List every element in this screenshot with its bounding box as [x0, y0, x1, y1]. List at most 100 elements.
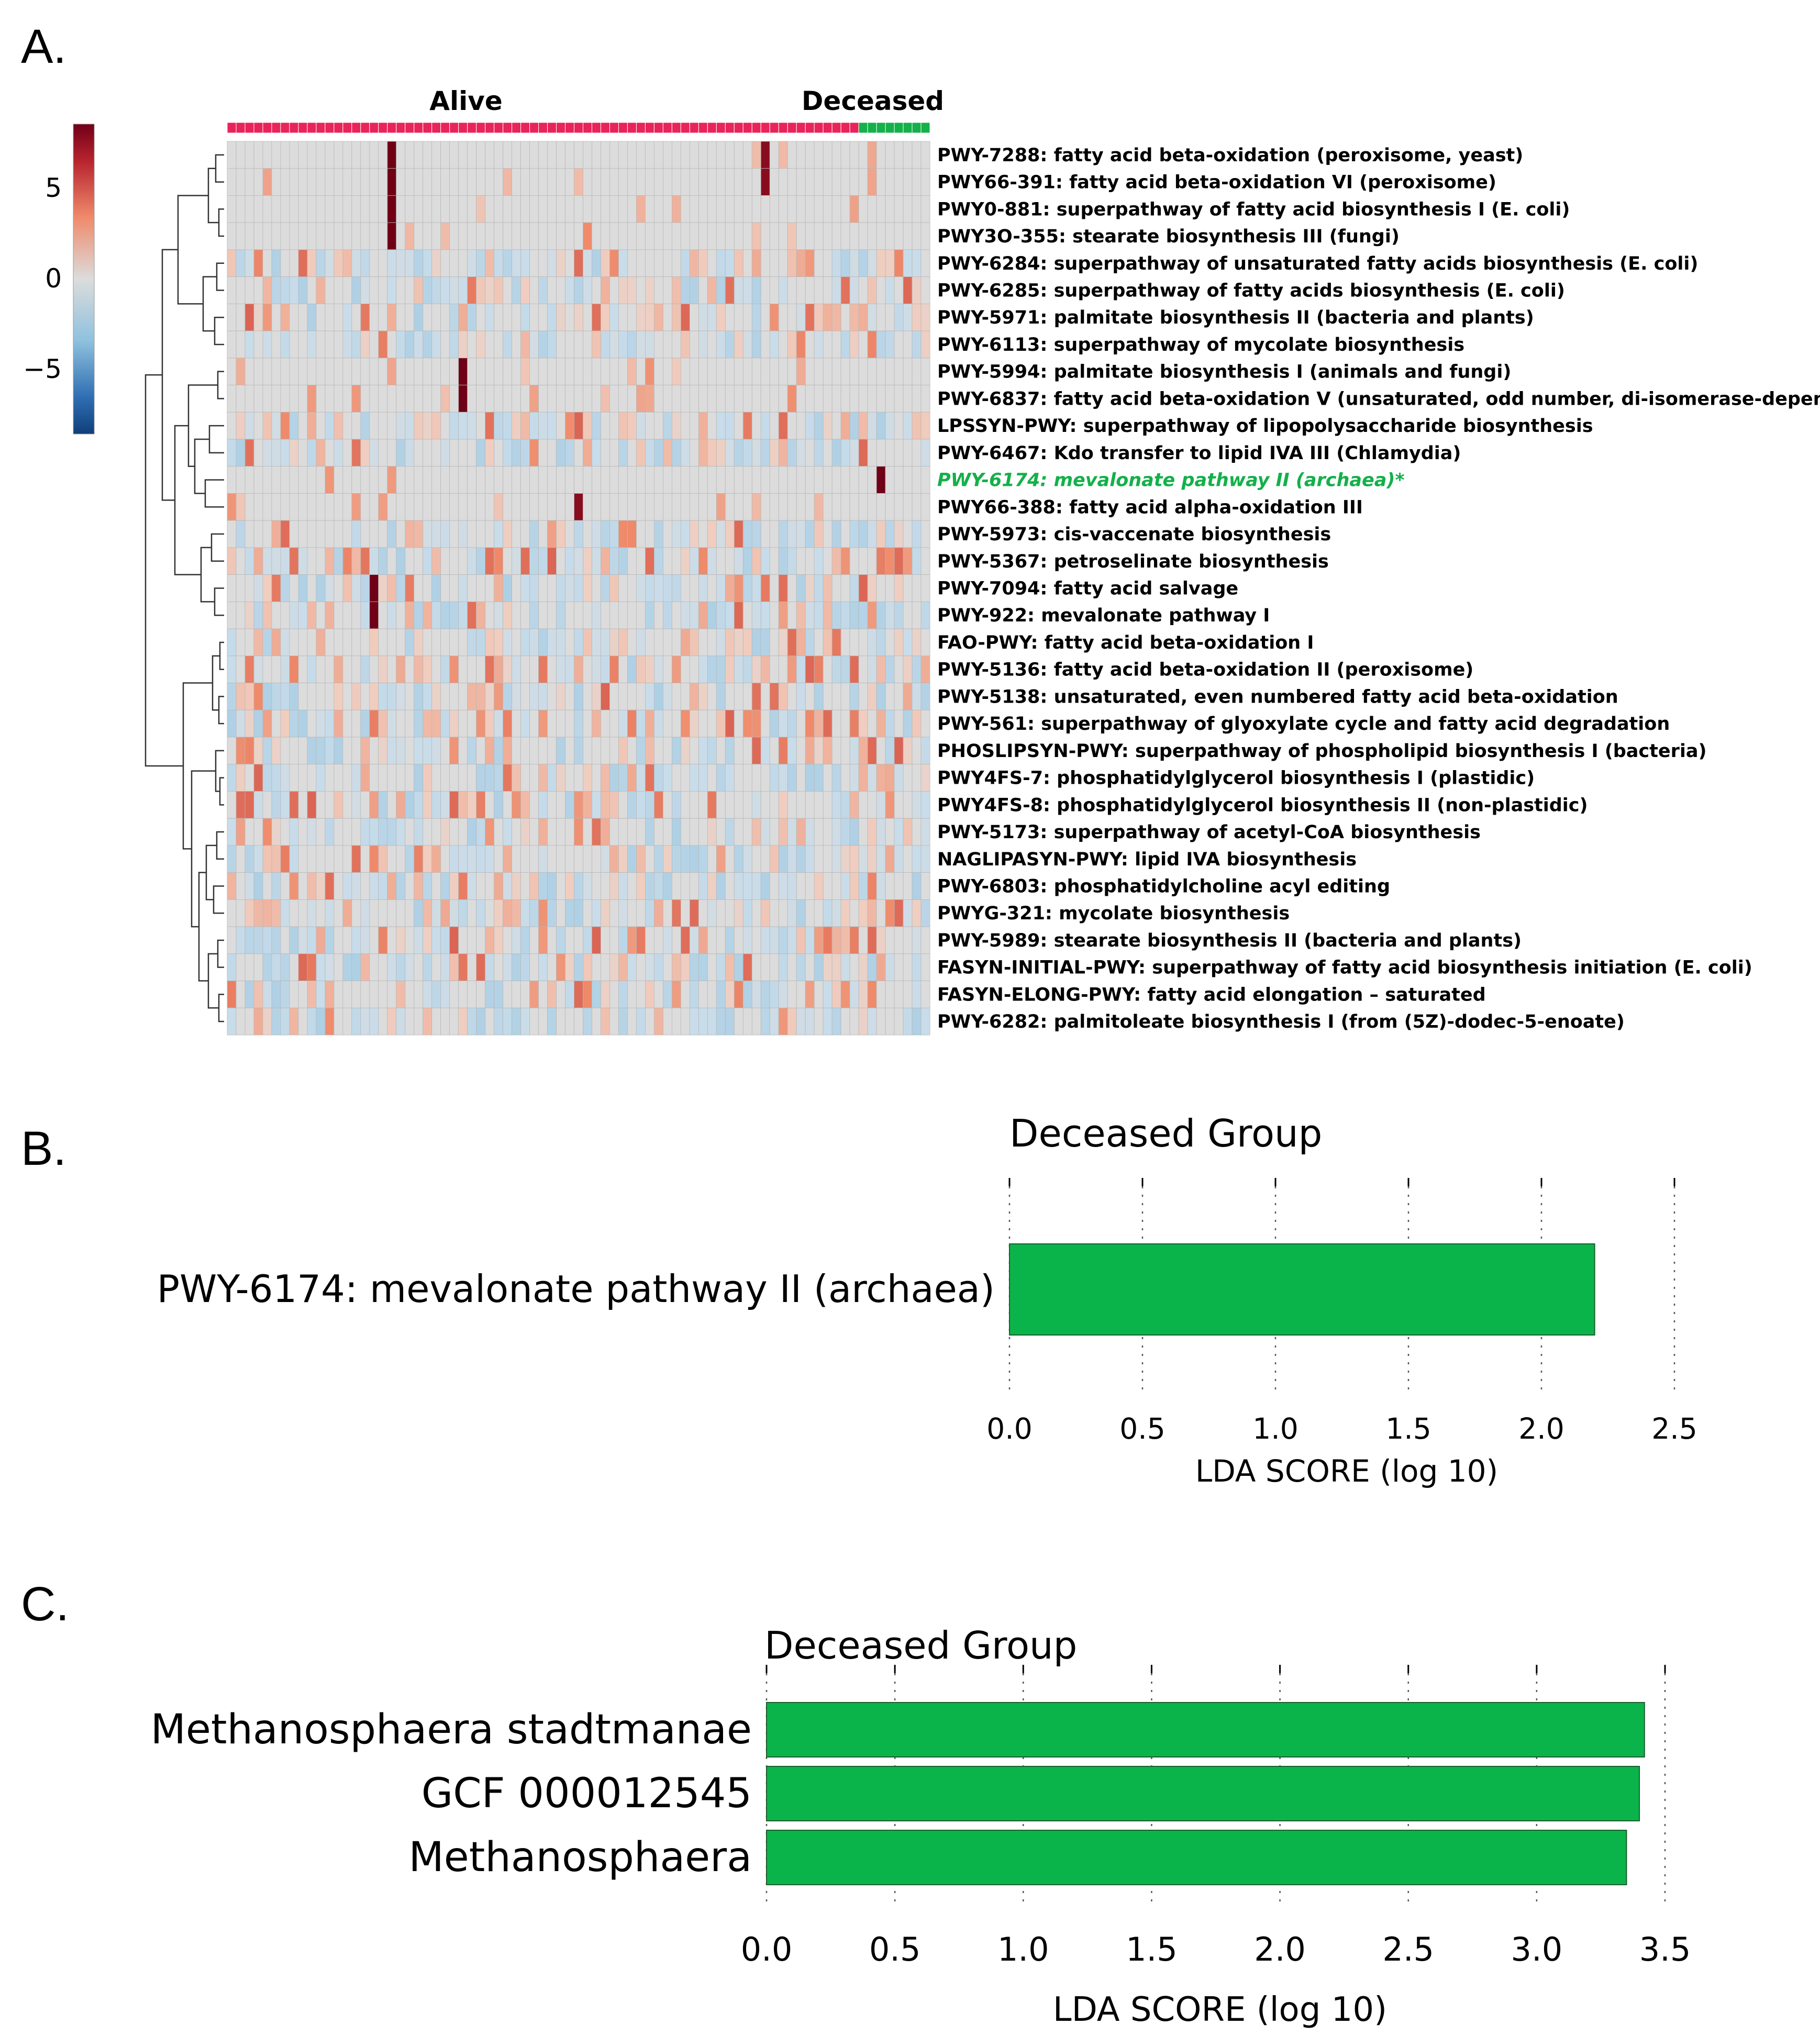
heatmap-cell: [360, 872, 370, 900]
heatmap-cell: [227, 981, 237, 1008]
heatmap-cell: [458, 926, 468, 954]
heatmap-cell: [751, 1007, 761, 1036]
heatmap-cell: [227, 1007, 237, 1036]
heatmap-cell: [467, 953, 477, 981]
heatmap-cell: [814, 222, 824, 250]
heatmap-cell: [351, 195, 361, 223]
heatmap-cell: [636, 926, 646, 954]
heatmap-cell: [760, 628, 770, 657]
heatmap-cell: [565, 276, 574, 304]
heatmap-cell: [671, 953, 681, 981]
heatmap-cell: [849, 385, 859, 413]
heatmap-cell: [627, 276, 637, 304]
heatmap-cell: [245, 249, 254, 277]
heatmap-cell: [253, 872, 263, 900]
heatmap-cell: [671, 926, 681, 954]
heatmap-cell: [298, 330, 308, 359]
group-annotation-cell: [369, 122, 379, 133]
heatmap-cell: [601, 222, 610, 250]
heatmap-cell: [227, 358, 237, 385]
heatmap-cell: [920, 953, 930, 981]
heatmap-cell: [894, 981, 904, 1008]
heatmap-cell: [583, 845, 592, 873]
heatmap-cell: [271, 683, 281, 710]
heatmap-cell: [467, 547, 477, 575]
row-label: FASYN-ELONG-PWY: fatty acid elongation –…: [937, 984, 1486, 1005]
heatmap-cell: [849, 683, 859, 710]
heatmap-cell: [912, 791, 922, 819]
x-tick-label: 2.5: [1651, 1412, 1697, 1445]
heatmap-cell: [414, 493, 424, 521]
heatmap-cell: [547, 249, 557, 277]
dendrogram-link: [217, 371, 224, 399]
dendrogram-link: [200, 547, 215, 603]
dendrogram-link: [216, 262, 224, 291]
heatmap-cell: [556, 926, 565, 954]
heatmap-cell: [440, 358, 450, 385]
heatmap-cell: [787, 628, 797, 657]
heatmap-cell: [689, 818, 699, 846]
heatmap-cell: [885, 222, 895, 250]
heatmap-cell: [512, 981, 521, 1008]
heatmap-cell: [574, 493, 583, 521]
heatmap-cell: [334, 385, 343, 413]
group-annotation-cell: [458, 122, 468, 133]
heatmap-cell: [725, 195, 735, 223]
heatmap-cell: [334, 303, 343, 331]
heatmap-cell: [858, 222, 868, 250]
heatmap-cell: [831, 737, 841, 765]
heatmap-cell: [565, 520, 574, 548]
heatmap-cell: [831, 195, 841, 223]
heatmap-cell: [627, 655, 637, 683]
heatmap-cell: [840, 683, 850, 710]
heatmap-cell: [547, 981, 557, 1008]
heatmap-cell: [609, 276, 619, 304]
heatmap-cell: [405, 411, 415, 440]
heatmap-cell: [671, 249, 681, 277]
heatmap-cell: [894, 737, 904, 765]
heatmap-cell: [796, 818, 806, 846]
heatmap-cell: [440, 1007, 450, 1036]
heatmap-cell: [814, 899, 824, 927]
heatmap-cell: [787, 385, 797, 413]
heatmap-cell: [876, 574, 886, 602]
heatmap-cell: [831, 330, 841, 359]
colorbar-tick-label: −5: [23, 354, 62, 384]
heatmap-cell: [485, 601, 495, 629]
heatmap-cell: [805, 385, 815, 413]
heatmap-cell: [920, 141, 930, 169]
heatmap-cell: [769, 195, 779, 223]
heatmap-cell: [583, 168, 592, 196]
heatmap-cell: [227, 439, 237, 467]
heatmap-cell: [449, 195, 459, 223]
heatmap-cell: [325, 195, 335, 223]
heatmap-cell: [645, 872, 654, 900]
heatmap-cell: [609, 358, 619, 385]
heatmap-cell: [894, 385, 904, 413]
heatmap-cell: [298, 683, 308, 710]
heatmap-cell: [253, 926, 263, 954]
heatmap-cell: [449, 141, 459, 169]
heatmap-cell: [716, 737, 726, 765]
heatmap-cell: [307, 493, 317, 521]
heatmap-cell: [378, 1007, 388, 1036]
heatmap-cell: [734, 330, 743, 359]
row-label: PWY-5994: palmitate biosynthesis I (anim…: [937, 362, 1511, 383]
heatmap-cell: [601, 981, 610, 1008]
heatmap-cell: [449, 439, 459, 467]
heatmap-cell: [449, 168, 459, 196]
lda-b-title: Deceased Group: [1009, 1111, 1322, 1155]
heatmap-cell: [618, 358, 628, 385]
heatmap-cell: [601, 683, 610, 710]
heatmap-cell: [609, 764, 619, 792]
heatmap-cell: [627, 411, 637, 440]
heatmap-cell: [689, 195, 699, 223]
heatmap-cell: [751, 628, 761, 657]
heatmap-cell: [894, 655, 904, 683]
heatmap-cell: [360, 358, 370, 385]
heatmap-cell: [787, 358, 797, 385]
group-annotation-cell: [342, 122, 352, 133]
heatmap-cell: [751, 439, 761, 467]
heatmap-cell: [298, 628, 308, 657]
